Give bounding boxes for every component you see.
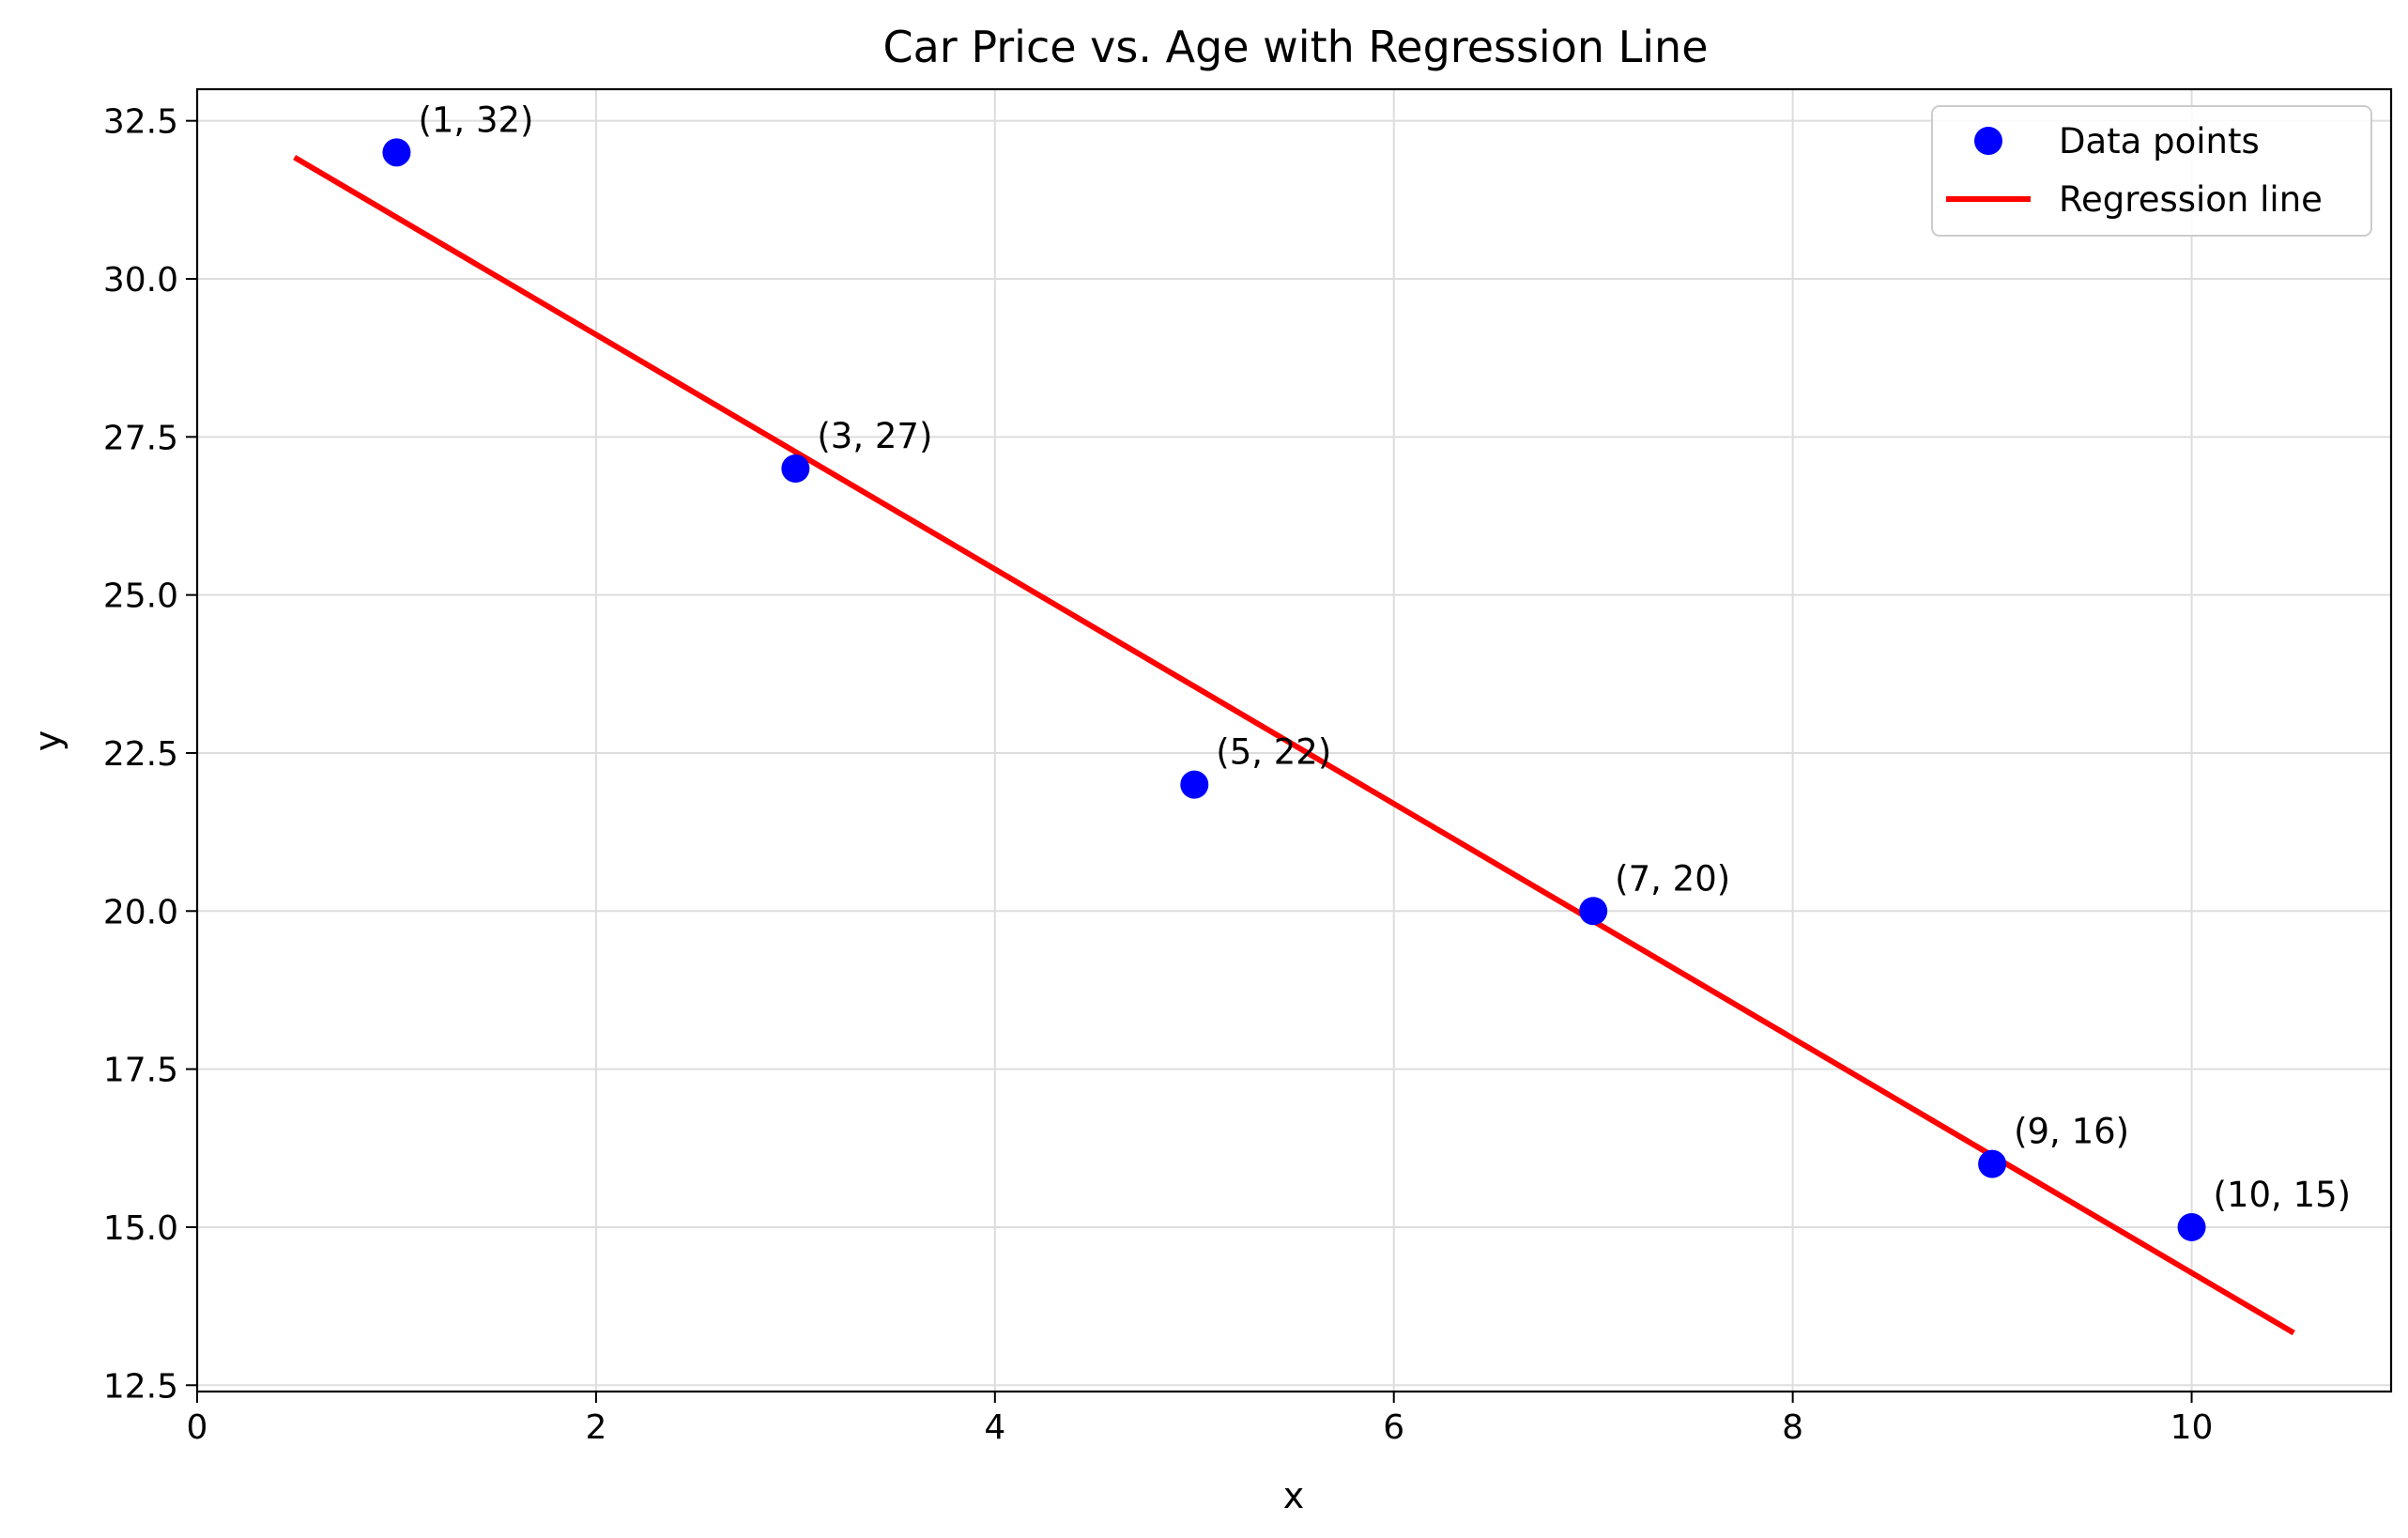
data-point-label: (1, 32)	[418, 100, 533, 140]
plot-area: (1, 32) (3, 27) (5, 22) (7, 20) (9, 16) (10, …	[293, 100, 2352, 1336]
data-point	[781, 454, 810, 483]
y-axis-label: y	[27, 731, 69, 752]
legend-box	[1931, 105, 2372, 237]
legend-scatter-marker	[1974, 127, 2002, 155]
regression-line	[293, 154, 2295, 1336]
chart-title: Car Price vs. Age with Regression Line	[882, 22, 1708, 72]
data-point-label: (10, 15)	[2214, 1175, 2352, 1215]
plot-frame	[195, 87, 2393, 1393]
y-tick-label: 25.0	[103, 577, 178, 616]
legend: Data points Regression line	[1931, 105, 2372, 237]
data-point	[1579, 897, 1608, 926]
data-point-label: (7, 20)	[1615, 858, 1730, 899]
data-point-label: (3, 27)	[817, 416, 932, 456]
x-tick-label: 0	[187, 1408, 208, 1447]
x-tick-label: 2	[585, 1408, 606, 1447]
x-tick-label: 10	[2170, 1408, 2214, 1447]
y-tick-label: 32.5	[103, 103, 178, 142]
data-point-label: (5, 22)	[1216, 732, 1331, 773]
y-tick-label: 22.5	[103, 735, 178, 774]
y-axis: 12.5 15.0 17.5 20.0 22.5 25.0 27.5 30.0 32.5	[103, 103, 197, 1406]
data-point-label: (9, 16)	[2014, 1112, 2129, 1152]
y-tick-label: 27.5	[103, 419, 178, 457]
x-tick-label: 4	[984, 1408, 1005, 1447]
data-point	[1978, 1149, 2007, 1178]
x-axis: 0 2 4 6 8 10	[187, 1392, 2214, 1447]
x-tick-label: 6	[1383, 1408, 1404, 1447]
legend-label-regression-line: Regression line	[2059, 179, 2323, 220]
grid	[196, 89, 2391, 1392]
data-point	[382, 138, 411, 167]
y-tick-label: 15.0	[103, 1209, 178, 1248]
legend-label-data-points: Data points	[2059, 121, 2260, 161]
y-tick-label: 17.5	[103, 1052, 178, 1090]
x-axis-label: x	[1283, 1475, 1305, 1516]
data-point	[2177, 1212, 2206, 1241]
y-tick-label: 12.5	[103, 1367, 178, 1406]
data-point	[1180, 770, 1209, 799]
y-tick-label: 20.0	[103, 893, 178, 931]
x-tick-label: 8	[1782, 1408, 1803, 1447]
y-tick-label: 30.0	[103, 261, 178, 300]
